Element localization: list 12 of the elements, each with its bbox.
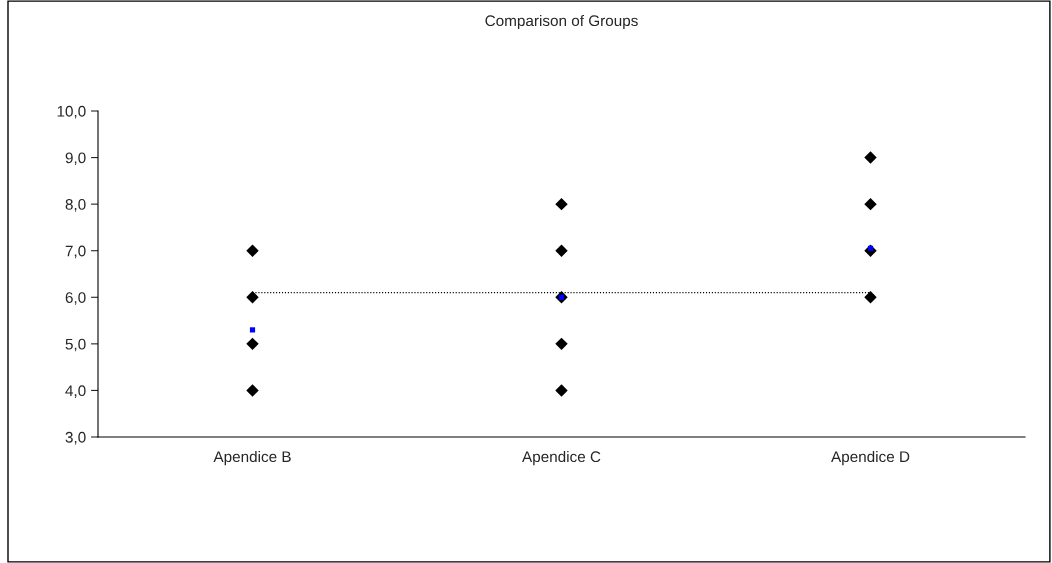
y-tick-label: 3,0 xyxy=(65,431,86,445)
y-tick-label: 9,0 xyxy=(65,152,86,166)
y-tick-label: 7,0 xyxy=(65,245,86,259)
x-tick-label: Apendice B xyxy=(213,450,291,466)
y-tick-label: 5,0 xyxy=(65,338,86,352)
y-tick-label: 6,0 xyxy=(65,292,86,305)
x-tick-label: Apendice C xyxy=(522,450,601,466)
chart-title: Comparison of Groups xyxy=(485,14,638,30)
y-tick-label: 10,0 xyxy=(57,105,86,119)
x-tick-label: Apendice D xyxy=(831,450,910,466)
y-tick-label: 8,0 xyxy=(65,199,86,212)
y-tick-label: 4,0 xyxy=(65,385,86,398)
